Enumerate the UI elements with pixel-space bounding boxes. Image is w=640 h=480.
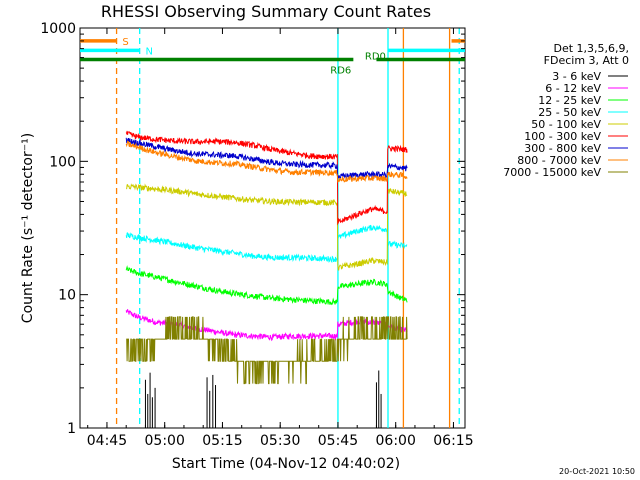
y-tick-label-0: 1 (67, 421, 76, 437)
y-tick-label-1: 10 (58, 288, 76, 304)
series-trace-4 (125, 183, 408, 271)
series-trace-8 (126, 316, 408, 385)
legend-entry-2: 12 - 25 keV (538, 94, 601, 107)
x-tick-label-1: 05:00 (145, 433, 185, 449)
series-trace-6 (125, 137, 408, 180)
x-tick-label-6: 06:15 (433, 433, 473, 449)
chart-title: RHESSI Observing Summary Count Rates (101, 2, 431, 21)
y-axis-label: Count Rate (s⁻¹ detector⁻¹) (20, 133, 36, 323)
y-tick-label-2: 100 (49, 154, 76, 170)
legend-entry-8: 7000 - 15000 keV (503, 166, 601, 179)
legend: Det 1,3,5,6,9,FDecim 3, Att 0 3 - 6 keV6 … (503, 42, 629, 179)
flag-label-2: RD0 (365, 52, 386, 63)
series-trace-2 (125, 265, 408, 306)
legend-entry-0: 3 - 6 keV (552, 70, 601, 83)
plot-area: S N RD0 RD6 04:45 05:00 05:15 05:30 05:45 06:00 06… (40, 21, 473, 449)
plot-frame (79, 27, 466, 429)
x-tick-label-2: 05:15 (202, 433, 242, 449)
x-tick-label-0: 04:45 (87, 433, 127, 449)
x-tick-label-4: 05:45 (318, 433, 358, 449)
series-trace-3 (125, 224, 408, 264)
flag-label-0: S (122, 37, 128, 48)
legend-entry-1: 6 - 12 keV (545, 82, 601, 95)
legend-entry-3: 25 - 50 keV (538, 106, 601, 119)
timestamp: 20-Oct-2021 10:50 (559, 467, 635, 476)
x-tick-label-5: 06:00 (376, 433, 416, 449)
flag-label-1: N (145, 46, 152, 57)
y-tick-label-3: 1000 (40, 21, 76, 37)
series-trace-7 (125, 139, 408, 183)
legend-entry-5: 100 - 300 keV (524, 130, 601, 143)
x-axis-label: Start Time (04-Nov-12 04:40:02) (172, 456, 400, 472)
flag-label-3: RD6 (330, 65, 351, 76)
legend-entry-4: 50 - 100 keV (531, 118, 601, 131)
legend-header-0: Det 1,3,5,6,9, (553, 42, 629, 55)
legend-header-1: FDecim 3, Att 0 (544, 54, 629, 67)
series-trace-5 (125, 130, 408, 226)
x-tick-label-3: 05:30 (260, 433, 300, 449)
legend-entry-7: 800 - 7000 keV (517, 154, 601, 167)
legend-entry-6: 300 - 800 keV (524, 142, 601, 155)
